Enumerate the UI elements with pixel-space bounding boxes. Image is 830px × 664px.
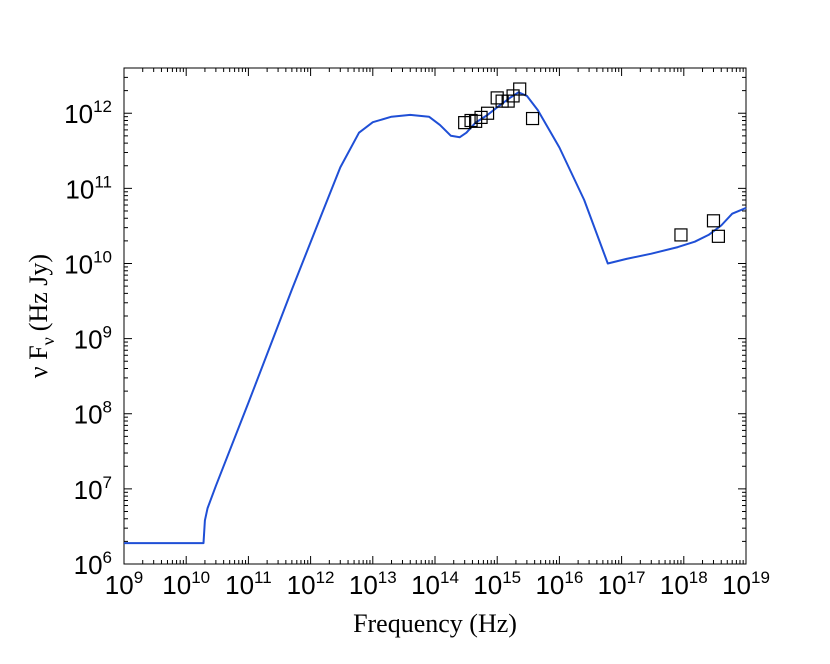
- data-point-marker: [506, 89, 520, 103]
- x-tick-label: 1017: [598, 568, 646, 600]
- model-sed-line: [124, 91, 747, 545]
- observed-data-points: [458, 82, 726, 243]
- x-tick-label: 1012: [287, 568, 335, 600]
- x-tick-label: 109: [105, 568, 143, 600]
- x-axis-tick-labels: 109 1010 1011 1012 1013 1014 1015 1016 1017 1018 1…: [105, 568, 770, 600]
- data-point-marker: [501, 94, 515, 108]
- y-tick-label: 1010: [64, 247, 112, 279]
- y-tick-label: 1012: [64, 97, 112, 129]
- x-tick-label: 1010: [162, 568, 210, 600]
- y-axis-label: ν Fν (Hz Jy): [24, 254, 58, 378]
- y-tick-label: 107: [74, 473, 112, 505]
- y-tick-label: 109: [74, 323, 112, 355]
- x-tick-label: 1013: [349, 568, 397, 600]
- y-axis-label-units: (Hz Jy): [24, 254, 53, 331]
- y-tick-label: 108: [74, 398, 112, 430]
- y-tick-label: 106: [74, 548, 112, 580]
- x-tick-label: 1015: [473, 568, 521, 600]
- y-tick-label: 1011: [65, 172, 112, 204]
- x-axis-label: Frequency (Hz): [353, 609, 517, 638]
- y-axis-tick-labels: 106 107 108 109 1010 1011 1012: [64, 97, 112, 580]
- data-point-marker: [674, 228, 688, 242]
- y-axis-label-main: ν F: [24, 345, 53, 378]
- x-tick-label: 1016: [535, 568, 583, 600]
- x-tick-label: 1011: [225, 568, 272, 600]
- x-tick-label: 1014: [411, 568, 459, 600]
- plot-area: 109 1010 1011 1012 1013 1014 1015 1016 1017 1018 1…: [64, 67, 770, 600]
- plot-frame: [123, 67, 747, 565]
- x-tick-label: 1018: [660, 568, 708, 600]
- data-point-marker: [513, 82, 527, 96]
- data-point-marker: [490, 91, 504, 105]
- y-axis-label-subscript: ν: [38, 337, 58, 345]
- x-tick-label: 1019: [722, 568, 770, 600]
- axis-ticks: [123, 67, 747, 565]
- data-point-marker: [464, 113, 478, 128]
- data-point-marker: [480, 106, 495, 120]
- data-point-marker: [706, 214, 721, 228]
- data-point-marker: [525, 111, 540, 126]
- data-point-marker: [711, 229, 726, 243]
